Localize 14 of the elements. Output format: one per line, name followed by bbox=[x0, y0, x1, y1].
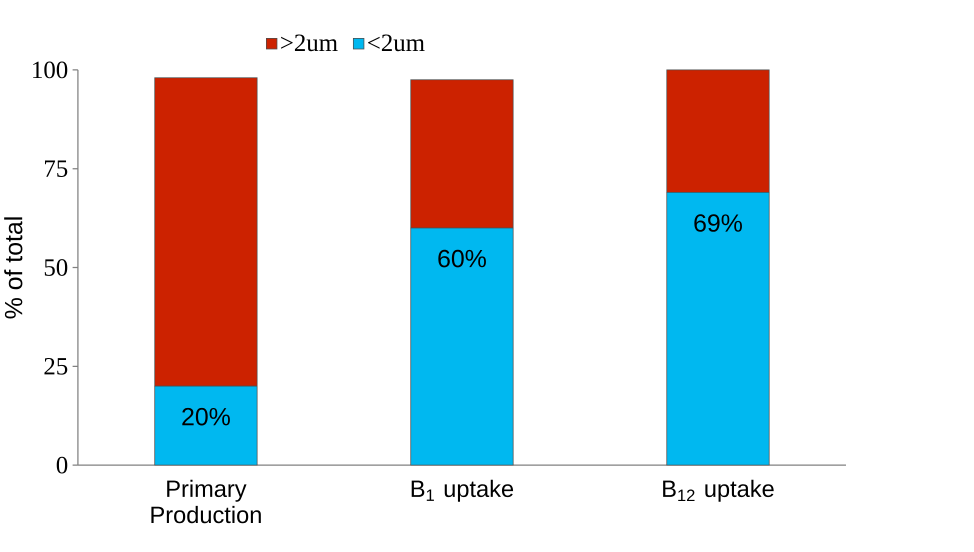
data-label: 69% bbox=[694, 214, 742, 232]
y-tick-label: 25 bbox=[44, 358, 68, 375]
data-label: 60% bbox=[438, 250, 486, 268]
y-tick-label: 50 bbox=[44, 259, 68, 276]
x-tick-label: B$_{1}$ uptake bbox=[412, 480, 514, 502]
x-tick-label: Primary Production bbox=[151, 480, 261, 524]
y-tick-label: 75 bbox=[45, 160, 68, 178]
x-tick-label: B$_{12}$ uptake bbox=[663, 480, 774, 502]
legend-label: <2um bbox=[368, 34, 425, 52]
y-tick-label: 100 bbox=[33, 62, 68, 78]
y-axis-title: % of total bbox=[4, 217, 22, 319]
legend-label: >2um bbox=[281, 34, 338, 52]
y-tick-label: 0 bbox=[56, 456, 68, 474]
data-label: 20% bbox=[182, 408, 230, 426]
